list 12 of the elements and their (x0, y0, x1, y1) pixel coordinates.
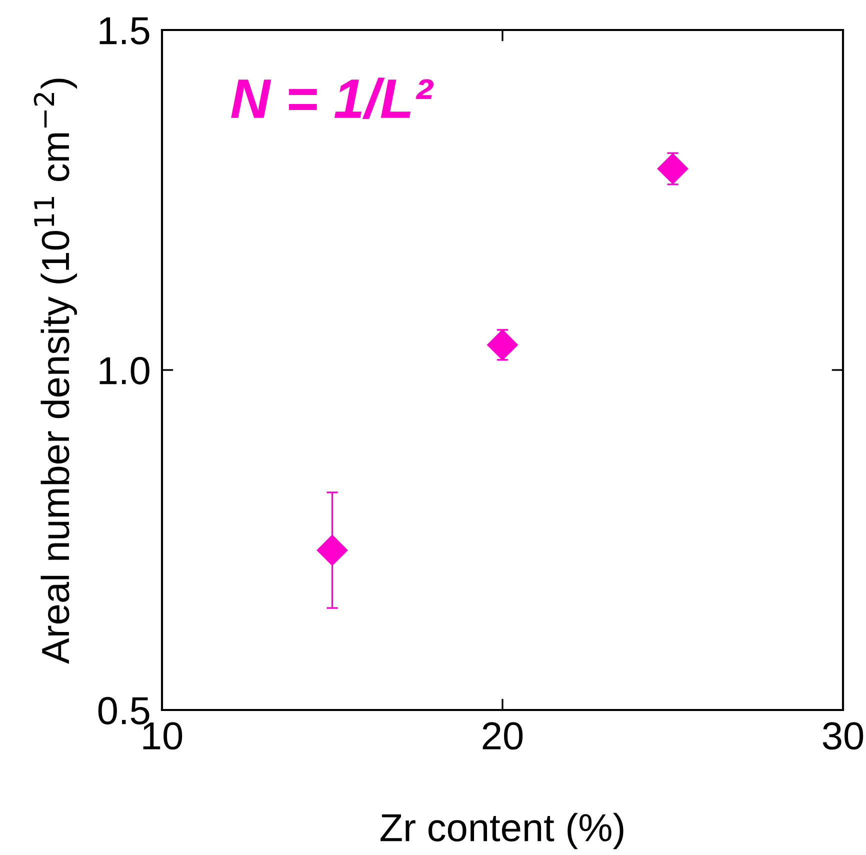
point (657, 153, 688, 184)
x-tick-label: 10 (143, 722, 182, 750)
point (316, 534, 348, 566)
annotation: N = 1/L² (231, 78, 434, 119)
y-tick-label: 1.5 (100, 17, 150, 44)
y-tick-label: 0.5 (98, 696, 150, 724)
point (487, 329, 518, 360)
y-tick-label: 1.0 (100, 356, 150, 384)
x-tick-label: 30 (822, 722, 864, 750)
x-axis-title: Zr content (%) (380, 812, 624, 850)
y-axis-title: Areal number density (10$^{11}$ cm$^{−2}$) (34, 78, 77, 664)
x-tick-label: 20 (482, 722, 523, 750)
